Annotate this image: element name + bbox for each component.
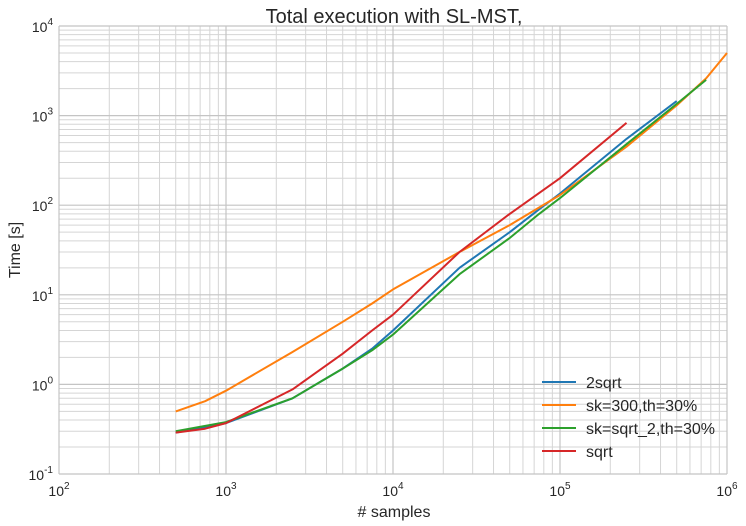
- y-axis-label: Time [s]: [7, 222, 24, 278]
- x-tick-label: 104: [382, 481, 404, 499]
- legend-label: sk=300,th=30%: [586, 398, 697, 415]
- x-tick-label: 102: [48, 481, 70, 499]
- series-line: [175, 52, 728, 413]
- series-lines: [175, 52, 728, 434]
- legend: 2sqrt sk=300,th=30% sk=sqrt_2,th=30%sqrt: [542, 375, 715, 461]
- series-line: [175, 79, 707, 433]
- x-tick-labels: 102 103 104 105 106: [48, 481, 738, 499]
- legend-label: sqrt: [586, 444, 613, 461]
- y-tick-label: 104: [32, 17, 54, 35]
- legend-label: 2sqrt: [586, 375, 622, 392]
- x-tick-label: 106: [716, 481, 738, 499]
- y-tick-label: 100: [32, 375, 54, 393]
- y-tick-label: 103: [32, 107, 54, 125]
- y-tick-label: 10-1: [29, 465, 54, 483]
- y-tick-labels: 10-1 100 101 102 103 104: [29, 17, 54, 483]
- x-tick-label: 103: [215, 481, 237, 499]
- chart-title: Total execution with SL-MST,: [266, 6, 523, 28]
- x-axis-label: # samples: [358, 504, 431, 521]
- series-line: [175, 122, 628, 434]
- grid: [58, 25, 728, 475]
- legend-label: sk=sqrt_2,th=30%: [586, 421, 715, 438]
- y-tick-label: 102: [32, 196, 54, 214]
- y-tick-label: 101: [32, 286, 54, 304]
- x-tick-label: 105: [549, 481, 571, 499]
